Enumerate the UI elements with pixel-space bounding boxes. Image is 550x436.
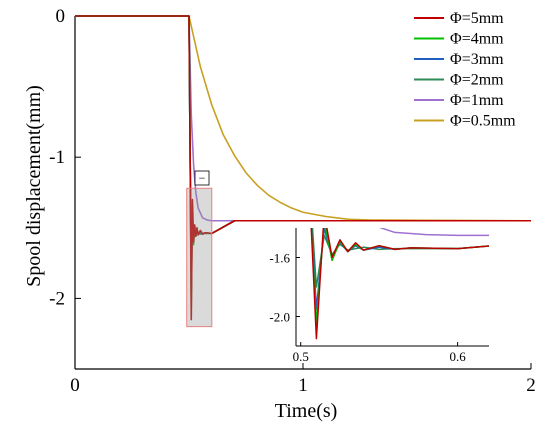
legend-label: Φ=5mm — [450, 10, 504, 27]
annotation-box — [194, 170, 210, 186]
series-line — [75, 15, 532, 222]
legend-label: Φ=2mm — [450, 72, 504, 89]
series-line — [75, 15, 531, 321]
inset-x-tick-label: 0.6 — [449, 349, 466, 364]
y-tick-label: -2 — [49, 288, 65, 309]
annotation-label: − — [199, 171, 206, 185]
inset-series-line — [310, 228, 489, 340]
x-axis-label: Time(s) — [275, 400, 338, 422]
inset-background — [296, 228, 489, 346]
zoom-region-box — [186, 187, 213, 328]
inset-x-tick-label: 0.5 — [293, 349, 309, 364]
legend-label: Φ=1mm — [450, 92, 504, 109]
inset-series-group — [310, 228, 489, 340]
x-tick-label: 0 — [70, 375, 80, 396]
main-plot: 0 1 2 0 -1 -2 — [49, 6, 536, 396]
legend-label: Φ=3mm — [450, 51, 504, 68]
x-tick-label: 1 — [298, 375, 308, 396]
x-tick-label: 2 — [526, 375, 536, 396]
inset-y-tick-label: -2.0 — [269, 310, 290, 325]
y-tick-label: -1 — [49, 147, 65, 168]
series-line — [75, 15, 531, 222]
inset-y-tick-label: -1.6 — [269, 251, 290, 266]
y-axis-label: Spool displacement(mm) — [23, 85, 45, 287]
zoom-region-layer: − — [186, 170, 213, 328]
y-tick-label: 0 — [56, 6, 66, 27]
legend: Φ=5mm Φ=4mm Φ=3mm Φ=2mm Φ=1mm Φ=0.5mm — [414, 10, 516, 130]
legend-label: Φ=0.5mm — [450, 113, 516, 130]
inset-plot: 0.5 0.6 -1.6 -2.0 — [269, 228, 489, 364]
legend-label: Φ=4mm — [450, 31, 504, 48]
